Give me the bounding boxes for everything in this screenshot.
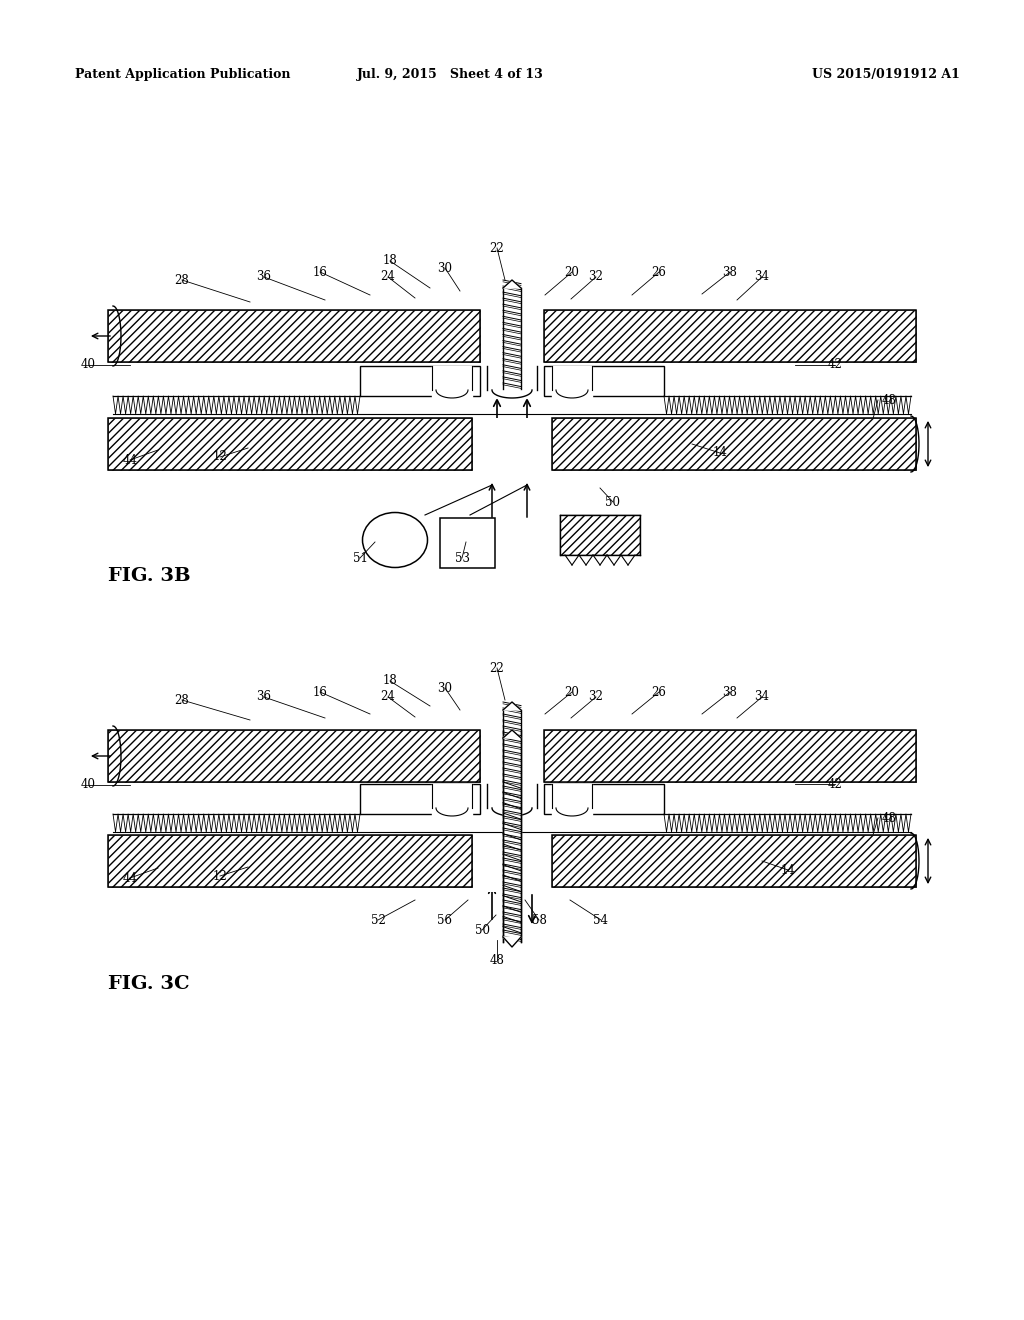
Polygon shape <box>552 366 592 399</box>
Text: 58: 58 <box>531 913 547 927</box>
Text: 12: 12 <box>213 870 227 883</box>
Text: 40: 40 <box>81 779 95 792</box>
Bar <box>487 418 537 475</box>
Bar <box>552 836 916 887</box>
Polygon shape <box>552 784 592 816</box>
Text: 22: 22 <box>489 242 505 255</box>
Text: 54: 54 <box>594 913 608 927</box>
Bar <box>487 836 537 892</box>
Text: 44: 44 <box>123 871 137 884</box>
Bar <box>108 836 472 887</box>
Bar <box>552 418 916 470</box>
Text: 51: 51 <box>352 552 368 565</box>
Text: 36: 36 <box>256 271 271 284</box>
Text: 42: 42 <box>827 359 843 371</box>
Bar <box>544 784 664 814</box>
Text: FIG. 3B: FIG. 3B <box>108 568 190 585</box>
Text: 18: 18 <box>383 675 397 688</box>
Text: 16: 16 <box>312 265 328 279</box>
Text: 48: 48 <box>489 953 505 966</box>
Bar <box>440 517 495 568</box>
Bar <box>544 730 916 781</box>
Polygon shape <box>503 730 521 738</box>
Text: 34: 34 <box>755 271 769 284</box>
Text: 32: 32 <box>589 690 603 704</box>
Text: 12: 12 <box>213 450 227 463</box>
Text: 14: 14 <box>780 863 796 876</box>
Text: 50: 50 <box>605 495 621 508</box>
Text: Patent Application Publication: Patent Application Publication <box>75 69 291 81</box>
Bar <box>108 310 480 362</box>
Ellipse shape <box>362 512 427 568</box>
Text: 42: 42 <box>827 777 843 791</box>
Bar <box>544 366 664 396</box>
Text: 50: 50 <box>474 924 489 936</box>
Bar <box>108 418 472 470</box>
Text: Jul. 9, 2015   Sheet 4 of 13: Jul. 9, 2015 Sheet 4 of 13 <box>356 69 544 81</box>
Text: 30: 30 <box>437 261 453 275</box>
Text: 18: 18 <box>383 255 397 268</box>
Text: 44: 44 <box>123 454 137 466</box>
Polygon shape <box>487 366 537 399</box>
Text: 24: 24 <box>381 690 395 704</box>
Text: 36: 36 <box>256 690 271 704</box>
Bar <box>360 366 480 396</box>
Text: 32: 32 <box>589 271 603 284</box>
Text: 52: 52 <box>371 913 385 927</box>
Bar <box>544 730 916 781</box>
Polygon shape <box>503 937 521 946</box>
Polygon shape <box>432 784 472 816</box>
Text: 26: 26 <box>651 265 667 279</box>
Bar <box>544 310 916 362</box>
Text: 30: 30 <box>437 681 453 694</box>
Bar <box>552 836 916 887</box>
Polygon shape <box>503 280 521 288</box>
Text: 22: 22 <box>489 661 505 675</box>
Bar <box>560 515 640 554</box>
Text: 28: 28 <box>175 693 189 706</box>
Text: 38: 38 <box>723 685 737 698</box>
Text: 28: 28 <box>175 273 189 286</box>
Bar <box>108 836 472 887</box>
Polygon shape <box>487 784 537 816</box>
Bar <box>360 784 480 814</box>
Polygon shape <box>503 702 521 942</box>
Text: 34: 34 <box>755 690 769 704</box>
Bar <box>552 418 916 470</box>
Text: 53: 53 <box>455 552 469 565</box>
Polygon shape <box>503 702 521 710</box>
Text: 16: 16 <box>312 685 328 698</box>
Bar <box>498 836 526 946</box>
Bar <box>108 730 480 781</box>
Text: 20: 20 <box>564 685 580 698</box>
Text: FIG. 3C: FIG. 3C <box>108 975 189 993</box>
Text: 48: 48 <box>882 812 897 825</box>
Bar <box>108 730 480 781</box>
Bar <box>108 418 472 470</box>
Polygon shape <box>432 366 472 399</box>
Bar <box>544 310 916 362</box>
Text: 56: 56 <box>437 913 453 927</box>
Bar <box>108 310 480 362</box>
Polygon shape <box>503 280 521 389</box>
Text: 24: 24 <box>381 271 395 284</box>
Text: 14: 14 <box>713 446 727 459</box>
Text: 20: 20 <box>564 265 580 279</box>
Text: 26: 26 <box>651 685 667 698</box>
Text: 40: 40 <box>81 359 95 371</box>
Text: 38: 38 <box>723 265 737 279</box>
Text: US 2015/0191912 A1: US 2015/0191912 A1 <box>812 69 961 81</box>
Text: 48: 48 <box>882 393 897 407</box>
